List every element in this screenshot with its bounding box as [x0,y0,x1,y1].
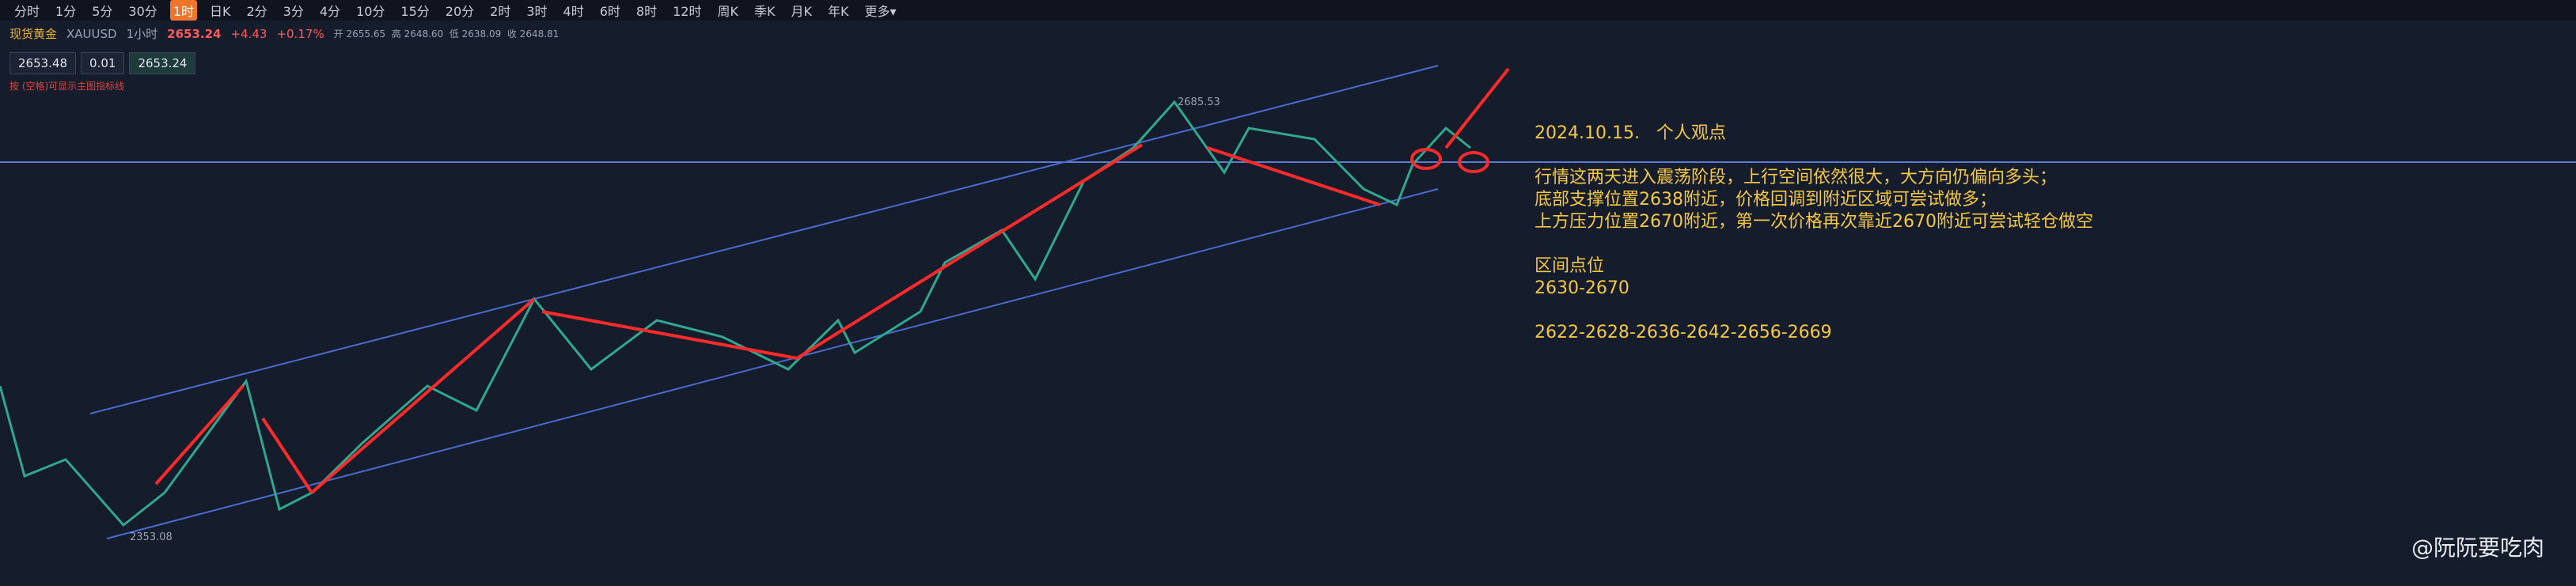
timeframe[interactable]: 1分 [55,4,77,19]
timeframe[interactable]: 10分 [356,4,385,19]
change-pct: +0.17% [276,26,324,41]
timeframe[interactable]: 5分 [92,4,113,19]
timeframe[interactable]: 8时 [635,4,658,19]
timeframe[interactable]: 12时 [673,4,702,19]
timeframe[interactable]: 日K [209,4,231,19]
note-line: 2630-2670 [1535,278,1629,298]
interval: 1小时 [126,27,158,41]
timeframe[interactable]: 月K [791,4,812,19]
price-path [0,100,1471,527]
note-line: 2622-2628-2636-2642-2656-2669 [1535,323,1832,342]
timeframe[interactable]: 2分 [246,4,267,19]
bid[interactable]: 2653.48 [9,52,77,74]
timeframe[interactable]: 3分 [283,4,304,19]
price: 2653.24 [167,26,222,41]
timeframe[interactable]: 2时 [490,4,511,19]
high-label: 2685.53 [1178,96,1220,108]
timeframe[interactable]: 3时 [526,4,548,19]
lot[interactable]: 0.01 [81,52,125,74]
timeframe[interactable]: 1时 [169,0,197,21]
toolbar: 分时 1分 5分 30分 1时 日K 2分 3分 4分 10分 15分 20分 2时 3时 4时 6时 8时 12… [0,0,2576,21]
note-line: 行情这两天进入震荡阶段，上行空间依然很大，大方向仍偏向多头； [1535,168,2058,187]
note-line [1535,300,2093,322]
symbol-code: XAUUSD [66,26,117,41]
ohlc: 开 2655.65 高 2648.60 低 2638.09 收 2648.81 [333,28,560,40]
annotation: 2024.10.15. 个人观点行情这两天进入震荡阶段，上行空间依然很大，大方向… [1535,123,2093,344]
timeframe[interactable]: 20分 [445,4,475,19]
timeframe[interactable]: 30分 [128,4,157,19]
watermark: @阮阮要吃肉 [2411,535,2544,561]
timeframe[interactable]: 4时 [563,4,584,19]
timeframe[interactable]: 年K [827,4,849,19]
channel-upper [89,65,1439,414]
red-arrows [154,67,1510,494]
timeframe[interactable]: 分时 [14,4,40,19]
note-line: 上方压力位置2670附近，第一次价格再次靠近2670附近可尝试轻仓做空 [1535,212,2093,232]
timeframe[interactable]: 季K [753,4,776,19]
note-line [1535,145,2093,167]
timeframe[interactable]: 周K [717,4,738,19]
note-line [1535,233,2093,255]
change: +4.43 [230,26,267,41]
low-label: 2353.08 [130,531,173,543]
hint: 按 (空格)可显示主图指标线 [9,81,125,92]
timeframe[interactable]: 6时 [599,4,620,19]
note-line: 2024.10.15. 个人观点 [1535,123,1726,143]
timeframe[interactable]: 4分 [319,4,341,19]
ask[interactable]: 2653.24 [129,52,196,74]
symbol-name: 现货黄金 [9,27,58,41]
note-line: 区间点位 [1535,256,1605,276]
channel-lower [106,188,1439,539]
symbol-info: 现货黄金 XAUUSD 1小时 2653.24 +4.43 +0.17% 开 2… [9,25,559,42]
timeframe[interactable]: 15分 [400,4,430,19]
timeframe[interactable]: 更多▾ [864,4,897,19]
order-panel: 2653.48 0.01 2653.24 [9,52,196,74]
note-line: 底部支撑位置2638附近，价格回调到附近区域可尝试做多； [1535,190,1997,210]
